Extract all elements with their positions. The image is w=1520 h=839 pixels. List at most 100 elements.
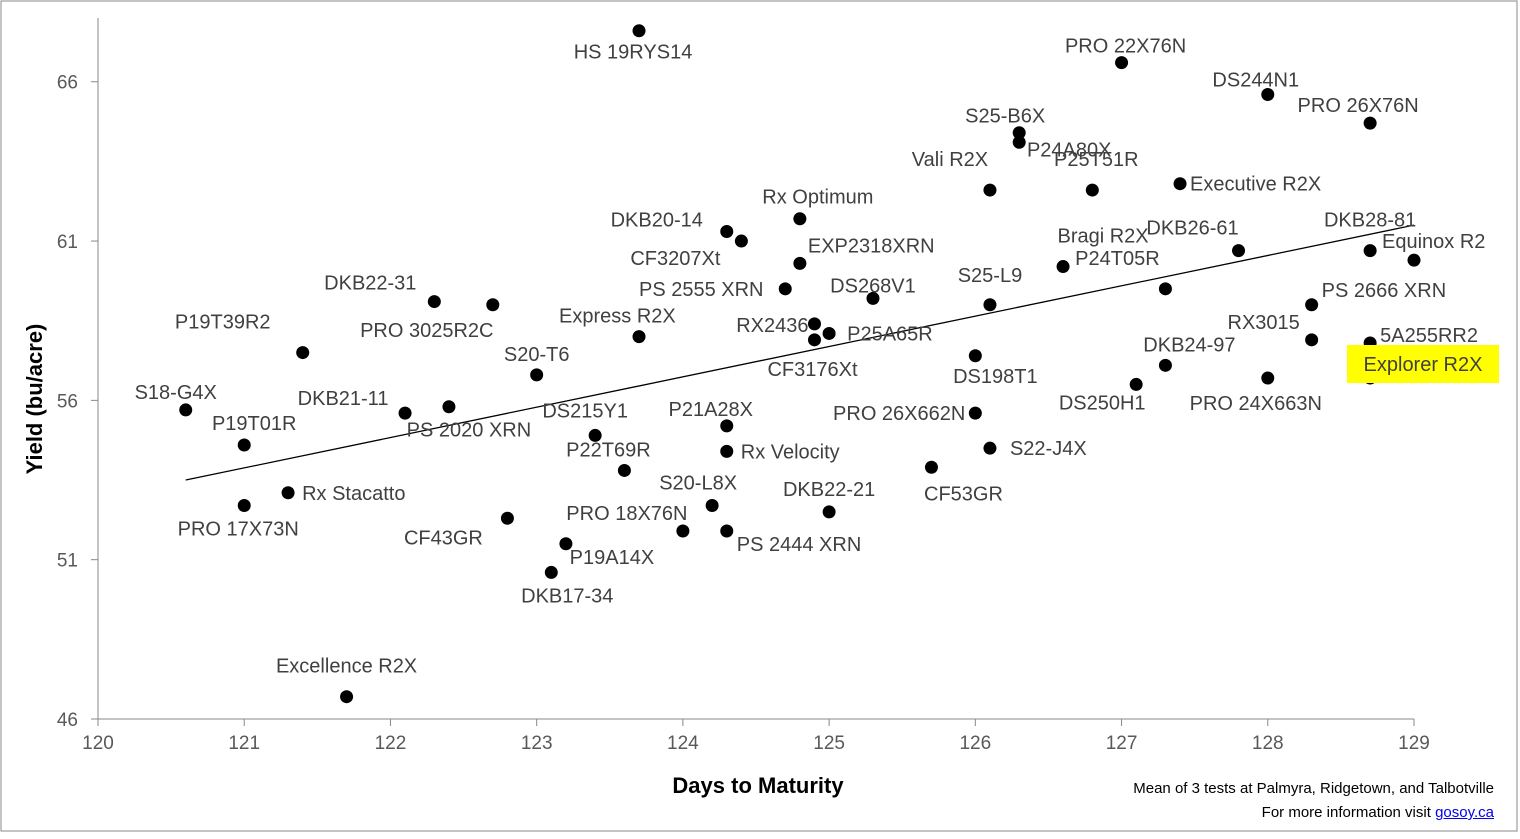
data-point — [924, 460, 938, 474]
point-label-highlighted: Explorer R2X — [1364, 354, 1483, 376]
data-point — [500, 511, 514, 525]
y-tick-label: 56 — [57, 391, 78, 412]
data-point — [340, 690, 354, 704]
point-label: PRO 3025R2C — [360, 320, 493, 342]
point-label: 5A255RR2 — [1380, 325, 1478, 347]
point-label: P25A65R — [847, 323, 933, 345]
x-tick-label: 124 — [667, 733, 699, 754]
point-label: P22T69R — [566, 439, 651, 461]
data-point — [1056, 260, 1070, 274]
point-label: DKB17-34 — [521, 585, 613, 607]
data-point — [983, 441, 997, 455]
point-label: CF43GR — [404, 527, 483, 549]
data-point — [807, 317, 821, 331]
data-point — [1158, 358, 1172, 372]
data-point — [544, 565, 558, 579]
data-point — [398, 406, 412, 420]
point-label: PS 2666 XRN — [1322, 280, 1447, 302]
point-label: PRO 22X76N — [1065, 36, 1186, 58]
point-label: CF3207Xt — [630, 248, 720, 270]
point-label: PRO 24X663N — [1190, 393, 1322, 415]
point-label: DKB24-97 — [1143, 334, 1235, 356]
data-point — [1305, 298, 1319, 312]
data-point — [1085, 183, 1099, 197]
data-point — [1173, 177, 1187, 191]
data-point — [237, 499, 251, 513]
footnote-info-text: For more information visit — [1261, 804, 1436, 821]
data-point — [1115, 56, 1129, 70]
footnote-info: For more information visit gosoy.ca — [1262, 804, 1494, 821]
point-label: DS250H1 — [1059, 392, 1146, 414]
data-point — [968, 349, 982, 363]
y-tick-label: 61 — [57, 232, 78, 253]
point-label: DS198T1 — [953, 366, 1038, 388]
data-point — [1012, 126, 1026, 140]
data-point — [1363, 116, 1377, 130]
point-label: Rx Optimum — [762, 187, 873, 209]
point-label: DKB20-14 — [611, 209, 703, 231]
data-point — [1305, 333, 1319, 347]
gosoy-link[interactable]: gosoy.ca — [1435, 804, 1494, 821]
x-tick-label: 123 — [521, 733, 553, 754]
data-point — [983, 298, 997, 312]
x-tick-label: 120 — [82, 733, 114, 754]
data-point — [720, 224, 734, 238]
x-tick-label: 128 — [1252, 733, 1284, 754]
point-label: PS 2020 XRN — [407, 420, 532, 442]
data-point — [617, 463, 631, 477]
data-point — [296, 346, 310, 360]
data-point — [807, 333, 821, 347]
point-label: RX2436 — [736, 315, 808, 337]
point-label: PRO 26X76N — [1298, 95, 1419, 117]
data-point — [676, 524, 690, 538]
point-label: S18-G4X — [135, 382, 217, 404]
data-point — [632, 24, 646, 38]
point-label: PRO 17X73N — [178, 519, 299, 541]
point-label: Rx Stacatto — [302, 483, 405, 505]
data-point — [179, 403, 193, 417]
point-label: DS215Y1 — [542, 400, 628, 422]
point-label: PRO 26X662N — [833, 403, 965, 425]
point-label: Bragi R2X — [1057, 226, 1148, 248]
data-point — [1261, 87, 1275, 101]
data-point — [442, 400, 456, 414]
point-label: DKB22-31 — [324, 273, 416, 295]
point-label: DKB21-11 — [298, 388, 389, 410]
trendline — [185, 224, 1415, 481]
x-tick-label: 121 — [228, 733, 260, 754]
data-point — [632, 330, 646, 344]
data-point — [778, 282, 792, 296]
data-point — [427, 295, 441, 309]
point-label: Executive R2X — [1190, 174, 1321, 196]
data-point — [1261, 371, 1275, 385]
point-label: CF53GR — [924, 483, 1003, 505]
x-axis-title: Days to Maturity — [672, 773, 844, 798]
data-point — [1158, 282, 1172, 296]
data-point — [1407, 253, 1421, 267]
point-label: S20-L8X — [659, 473, 737, 495]
point-label: S25-L9 — [958, 265, 1023, 287]
data-point — [720, 444, 734, 458]
data-point — [822, 505, 836, 519]
point-label: P19T01R — [212, 413, 297, 435]
data-point — [486, 298, 500, 312]
data-point — [281, 486, 295, 500]
data-point — [822, 326, 836, 340]
data-point — [530, 368, 544, 382]
x-tick-label: 126 — [959, 733, 991, 754]
point-label: DKB26-61 — [1146, 218, 1238, 240]
data-point — [1232, 244, 1246, 258]
data-point — [720, 524, 734, 538]
point-label: P24A80X — [1027, 139, 1112, 161]
point-label: P25T51R — [1054, 149, 1139, 171]
trendline-group — [185, 224, 1415, 481]
point-label: P21A28X — [668, 399, 753, 421]
data-point — [237, 438, 251, 452]
data-point — [866, 291, 880, 305]
x-tick-label: 122 — [375, 733, 407, 754]
point-label: Excellence R2X — [276, 656, 417, 678]
point-label: CF3176Xt — [767, 359, 857, 381]
